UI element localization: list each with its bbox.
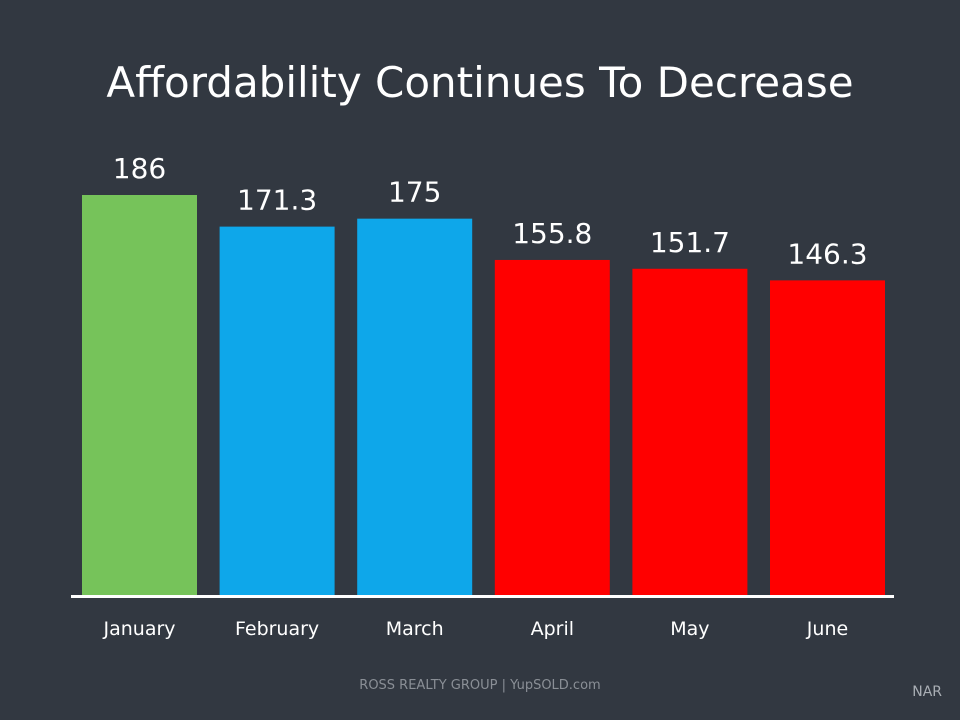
footer-credit: ROSS REALTY GROUP | YupSOLD.com: [359, 678, 601, 693]
data-label-february: 171.3: [237, 184, 317, 217]
x-tick-label-may: May: [670, 618, 709, 640]
bar-march: [357, 218, 473, 595]
bar-january: [82, 195, 197, 595]
x-tick-label-june: June: [806, 618, 848, 640]
x-tick-label-march: March: [386, 618, 444, 640]
bar-may: [632, 268, 748, 595]
x-tick-label-january: January: [102, 618, 175, 640]
chart-title: Affordability Continues To Decrease: [106, 58, 854, 107]
data-label-april: 155.8: [512, 217, 592, 250]
data-label-june: 146.3: [787, 237, 867, 270]
source-label: NAR: [912, 684, 942, 700]
x-tick-label-february: February: [235, 618, 319, 640]
bar-april: [494, 259, 610, 595]
bar-february: [219, 226, 335, 595]
data-label-january: 186: [113, 152, 166, 185]
data-label-may: 151.7: [650, 226, 730, 259]
bar-june: [770, 280, 885, 595]
data-label-march: 175: [388, 176, 441, 209]
x-tick-label-april: April: [531, 618, 574, 640]
